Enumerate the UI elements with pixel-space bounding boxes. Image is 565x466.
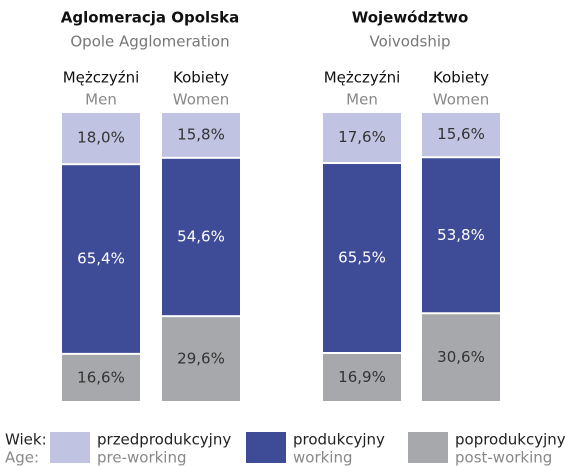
bar-segment <box>323 164 401 352</box>
bar-segment <box>323 353 401 401</box>
bar-segment <box>323 113 401 163</box>
group-title: Aglomeracja Opolska <box>61 9 239 27</box>
bar-segment <box>422 158 500 313</box>
category-label-en: Women <box>173 91 229 109</box>
legend-label-en: pre-working <box>97 449 187 466</box>
legend-label-en: working <box>293 449 353 466</box>
legend-label-en: post-working <box>455 449 552 466</box>
category-label: Kobiety <box>173 69 229 87</box>
legend-title-en: Age: <box>5 449 39 466</box>
bar-segment <box>422 314 500 401</box>
value-label: 16,6% <box>77 368 125 386</box>
legend-swatch <box>50 432 90 463</box>
legend-swatch <box>246 432 286 463</box>
legend-label: poprodukcyjny <box>455 431 565 449</box>
group-subtitle: Voivodship <box>369 33 450 51</box>
value-label: 18,0% <box>77 129 125 147</box>
value-label: 65,4% <box>77 250 125 268</box>
value-label: 54,6% <box>177 227 225 245</box>
legend-label: przedprodukcyjny <box>97 431 231 449</box>
value-label: 30,6% <box>437 348 485 366</box>
bar-segment <box>162 113 240 157</box>
value-label: 16,9% <box>338 368 386 386</box>
legend-title: Wiek: <box>5 431 47 449</box>
group-subtitle: Opole Agglomeration <box>70 33 229 51</box>
category-label-en: Men <box>346 91 378 109</box>
legend-label: produkcyjny <box>293 431 385 449</box>
value-label: 17,6% <box>338 128 386 146</box>
value-label: 29,6% <box>177 350 225 368</box>
category-label: Mężczyźni <box>324 69 401 87</box>
value-label: 53,8% <box>437 226 485 244</box>
bar-segment <box>62 165 140 353</box>
bar-segment <box>162 317 240 401</box>
category-label: Mężczyźni <box>63 69 140 87</box>
value-label: 65,5% <box>338 249 386 267</box>
group-title: Województwo <box>352 9 469 27</box>
value-label: 15,8% <box>177 125 225 143</box>
category-label-en: Women <box>433 91 489 109</box>
category-label: Kobiety <box>433 69 489 87</box>
bar-segment <box>422 113 500 157</box>
bar-segment <box>62 113 140 164</box>
value-label: 15,6% <box>437 125 485 143</box>
bar-segment <box>162 158 240 316</box>
category-label-en: Men <box>85 91 117 109</box>
bar-segment <box>62 354 140 401</box>
legend-swatch <box>408 432 448 463</box>
